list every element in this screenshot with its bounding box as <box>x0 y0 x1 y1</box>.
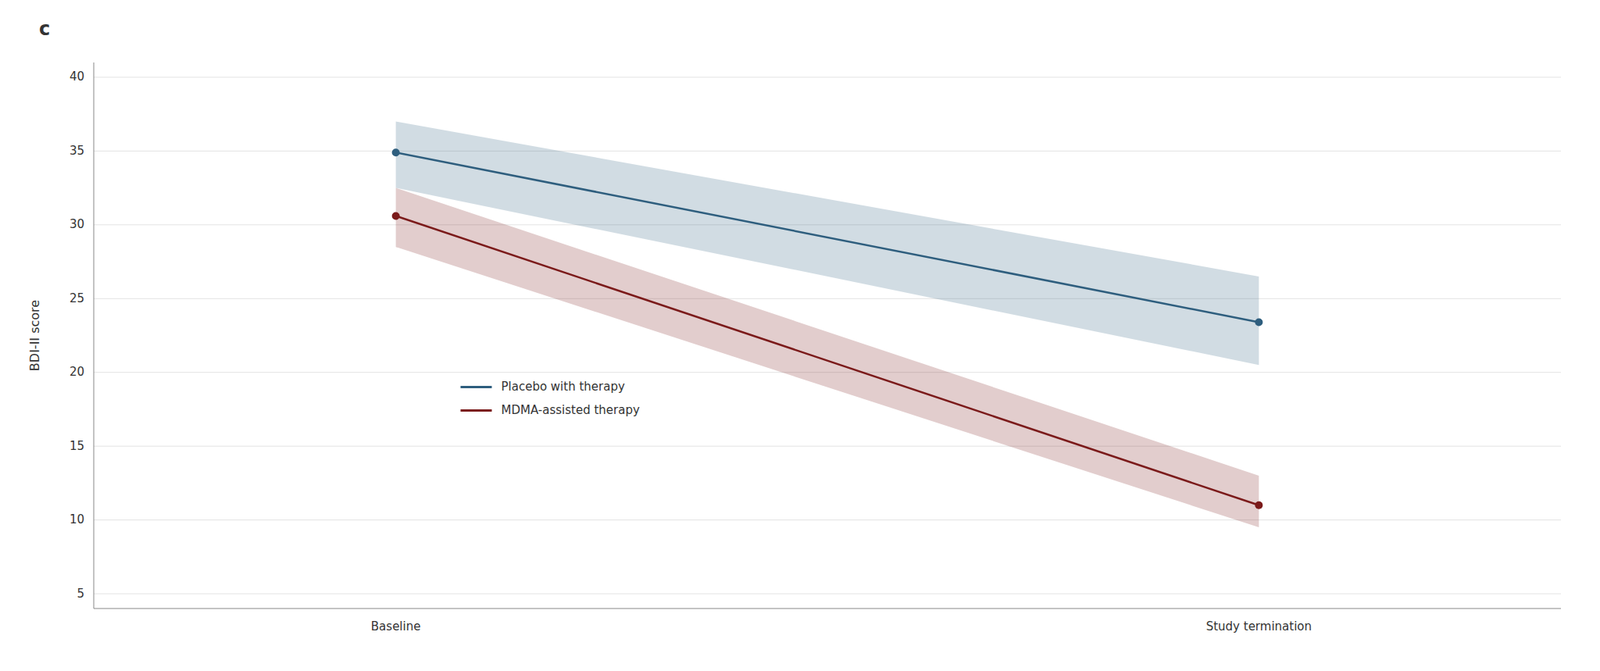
y-axis-label: BDI-II score <box>27 300 43 372</box>
grid-line <box>93 519 1561 521</box>
point <box>1254 501 1263 510</box>
point <box>392 148 400 157</box>
legend-label: Placebo with therapy <box>501 379 625 394</box>
legend: Placebo with therapy MDMA-assisted therap… <box>460 379 640 418</box>
grid <box>93 77 1561 594</box>
y-tick-label: 30 <box>69 217 85 232</box>
x-tick-label: Baseline <box>371 619 422 634</box>
title: c <box>39 17 50 40</box>
y-tick-label: 40 <box>69 69 85 84</box>
series-line <box>396 215 1260 505</box>
grid-line <box>93 446 1561 447</box>
y-tick-label: 20 <box>69 364 85 379</box>
grid-line <box>93 298 1561 300</box>
chart: 5 10 15 20 25 30 35 40 Baseline Study termination… <box>0 0 1600 671</box>
y-tick-label: 15 <box>69 439 85 454</box>
confidence-band <box>396 188 1260 529</box>
point <box>392 211 400 220</box>
y-axis-line <box>93 62 95 609</box>
plot-area <box>392 121 1264 529</box>
point <box>1254 317 1263 326</box>
y-tick-label: 5 <box>76 586 85 601</box>
legend-label: MDMA-assisted therapy <box>501 403 640 418</box>
y-tick-label: 10 <box>69 512 85 527</box>
legend-swatch <box>460 385 493 389</box>
y-tick-label: 35 <box>69 143 85 158</box>
y-tick-label: 25 <box>69 291 85 306</box>
grid-line <box>93 76 1561 78</box>
grid-line <box>93 593 1561 595</box>
x-tick-label: Study termination <box>1206 619 1312 634</box>
series-line <box>396 152 1260 322</box>
legend-swatch <box>460 409 493 412</box>
x-axis-line <box>93 608 1561 610</box>
grid-line <box>93 150 1561 152</box>
